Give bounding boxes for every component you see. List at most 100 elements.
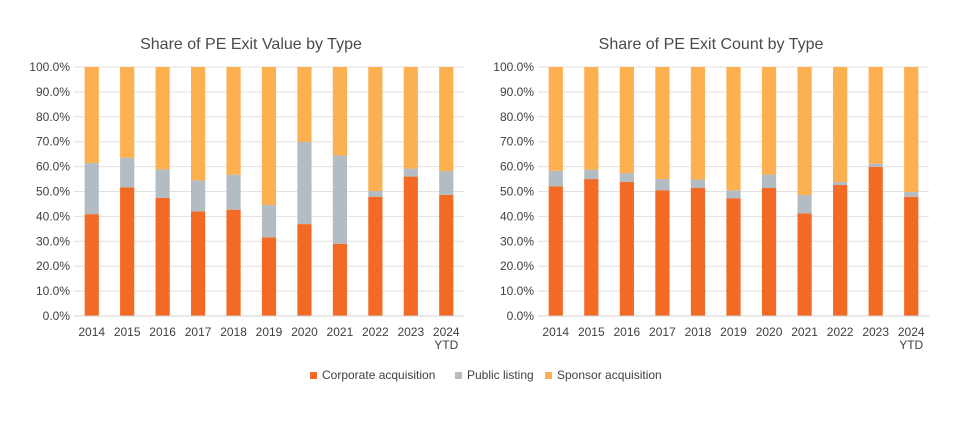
chart-0-bar-sponsor <box>332 67 347 156</box>
chart-0-bar-public <box>403 168 418 177</box>
chart-0-xtick-label: 2015 <box>114 325 141 339</box>
chart-1-bar-public <box>619 173 634 183</box>
chart-0-xtick-label: 2020 <box>291 325 318 339</box>
chart-0-title: Share of PE Exit Value by Type <box>140 36 362 53</box>
chart-0-bar-sponsor <box>155 67 170 170</box>
chart-0-ytick-label: 30.0% <box>36 234 70 248</box>
chart-0-ytick-label: 60.0% <box>36 160 70 174</box>
chart-0-xtick-label: 2014 <box>78 325 105 339</box>
chart-0-bar-sponsor <box>368 67 383 192</box>
chart-0-bar-sponsor <box>226 67 241 175</box>
chart-1-ytick-label: 100.0% <box>493 60 534 74</box>
chart-0-bar-corporate <box>155 197 170 316</box>
chart-1-bar-sponsor <box>655 67 670 180</box>
chart-1-xtick-label: 2017 <box>649 325 676 339</box>
chart-0-ytick-label: 70.0% <box>36 135 70 149</box>
chart-0-bar-corporate <box>261 237 277 316</box>
chart-1-ytick-label: 60.0% <box>500 160 534 174</box>
chart-1-ytick-label: 0.0% <box>507 309 535 323</box>
chart-1-bar-corporate <box>726 198 741 316</box>
chart-1-ytick-label: 80.0% <box>500 110 534 124</box>
chart-1-xtick-label: 2024 YTD <box>898 325 925 352</box>
chart-0-xtick-label: 2017 <box>185 325 212 339</box>
chart-1-ytick-label: 50.0% <box>500 185 534 199</box>
chart-1-bar-corporate <box>619 182 634 316</box>
chart-0-bar-public <box>120 157 135 188</box>
chart-0-ytick-label: 100.0% <box>29 60 70 74</box>
chart-0-ytick-label: 10.0% <box>36 284 70 298</box>
legend-label-corporate: Corporate acquisition <box>322 368 435 382</box>
chart-1-ytick-label: 30.0% <box>500 234 534 248</box>
chart-1-bar-public <box>584 169 599 180</box>
chart-1-bar-sponsor <box>619 67 634 174</box>
chart-0-xtick-label: 2016 <box>149 325 176 339</box>
chart-1-ytick-label: 90.0% <box>500 85 534 99</box>
legend-swatch-sponsor <box>545 372 552 379</box>
chart-0-bar-corporate <box>191 211 206 316</box>
legend-swatch-corporate <box>310 372 317 379</box>
chart-0-bar-corporate <box>84 214 99 316</box>
chart-1-bar-public <box>548 170 563 187</box>
chart-0-bar-corporate <box>439 194 454 316</box>
chart-1-xtick-label: 2018 <box>685 325 712 339</box>
chart-1-bar-sponsor <box>548 67 563 171</box>
chart-1-bar-corporate <box>868 166 883 316</box>
chart-1-bar-corporate <box>548 186 563 316</box>
chart-1-xtick-label: 2023 <box>862 325 889 339</box>
legend-label-public: Public listing <box>467 368 534 382</box>
chart-0-xtick-label: 2022 <box>362 325 389 339</box>
chart-0-bar-corporate <box>332 243 347 316</box>
chart-0-bar-corporate <box>226 209 241 316</box>
chart-0-bar-corporate <box>297 224 312 316</box>
chart-0-bar-sponsor <box>120 67 135 158</box>
chart-1-bar-public <box>904 191 919 197</box>
chart-0-bar-public <box>226 174 241 210</box>
chart-1-bar-public <box>833 182 848 186</box>
chart-0-ytick-label: 40.0% <box>36 209 70 223</box>
chart-0-xtick-label: 2023 <box>397 325 424 339</box>
chart-0-bar-public <box>261 204 277 238</box>
chart-0-bar-public <box>332 155 347 244</box>
chart-1-bar-sponsor <box>726 67 741 191</box>
chart-0-bar-public <box>368 191 383 197</box>
chart-0-xtick-label: 2019 <box>256 325 283 339</box>
chart-1-xtick-label: 2021 <box>791 325 818 339</box>
chart-1-bar-corporate <box>904 196 919 316</box>
chart-0-ytick-label: 50.0% <box>36 185 70 199</box>
chart-0-bar-public <box>191 180 206 212</box>
chart-0-xtick-label: 2024 YTD <box>433 325 460 352</box>
chart-0-ytick-label: 20.0% <box>36 259 70 273</box>
chart-0-ytick-label: 0.0% <box>43 309 71 323</box>
chart-1-xtick-label: 2014 <box>542 325 569 339</box>
chart-1-bar-sponsor <box>761 67 777 175</box>
chart-1-xtick-label: 2020 <box>756 325 783 339</box>
chart-0-bar-sponsor <box>84 67 99 164</box>
chart-0-bar-sponsor <box>191 67 206 181</box>
chart-1-ytick-label: 10.0% <box>500 284 534 298</box>
legend-swatch-public <box>455 372 462 379</box>
chart-1-xtick-label: 2015 <box>578 325 605 339</box>
chart-1-xtick-label: 2022 <box>827 325 854 339</box>
chart-0-xtick-label: 2018 <box>220 325 247 339</box>
chart-1-bar-sponsor <box>868 67 883 164</box>
chart-0-bar-public <box>84 163 99 215</box>
chart-0-bar-sponsor <box>403 67 418 169</box>
chart-1-bar-corporate <box>690 188 706 316</box>
chart-1-bar-sponsor <box>797 67 812 195</box>
chart-0-bar-corporate <box>403 176 418 316</box>
chart-1-bar-public <box>726 190 741 199</box>
chart-1-bar-corporate <box>761 188 777 316</box>
chart-1-bar-public <box>655 179 670 191</box>
chart-0-xtick-label: 2021 <box>327 325 354 339</box>
chart-1-bar-corporate <box>797 213 812 316</box>
chart-1-title: Share of PE Exit Count by Type <box>599 36 824 53</box>
chart-1-bar-sponsor <box>584 67 599 170</box>
chart-1-bar-sponsor <box>904 67 919 192</box>
chart-1-bar-public <box>690 179 706 189</box>
chart-0-bar-public <box>297 141 312 225</box>
chart-1-bar-sponsor <box>690 67 706 180</box>
chart-0-bar-sponsor <box>297 67 312 142</box>
chart-0-bar-corporate <box>120 187 135 316</box>
